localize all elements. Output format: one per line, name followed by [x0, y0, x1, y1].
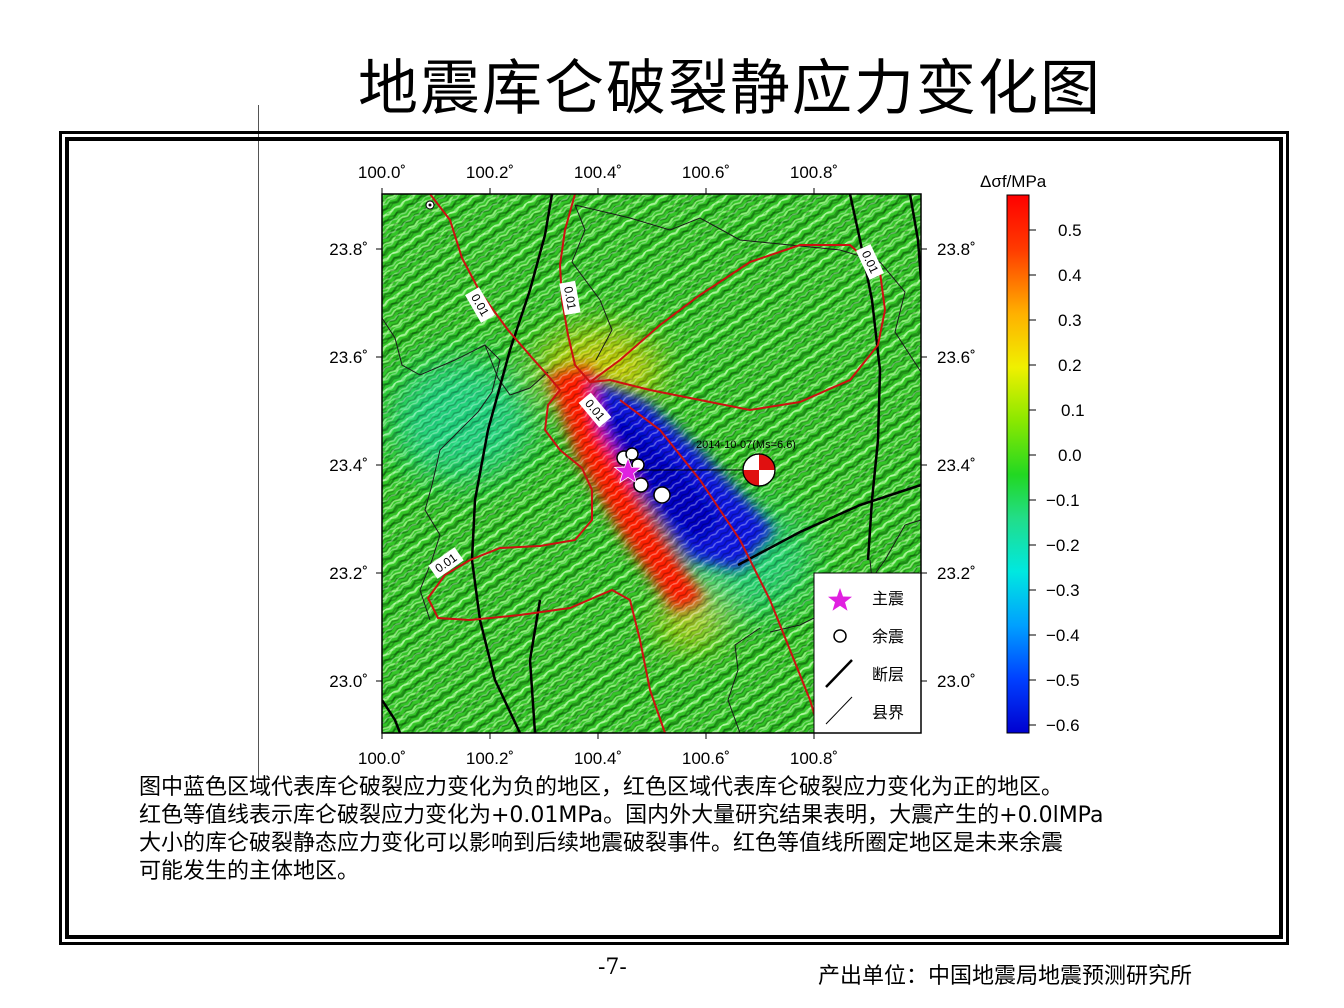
map-border: [381, 193, 922, 734]
lon-label-bottom: 100.2˚: [466, 749, 514, 768]
legend-fault-icon: [825, 659, 853, 688]
colorbar-tick: −0.1: [1046, 491, 1080, 510]
lat-label-left: 23.4˚: [329, 456, 368, 475]
caption-line: 红色等值线表示库仑破裂应力变化为+0.01MPa。国内外大量研究结果表明，大震产…: [139, 803, 1104, 828]
event-label: 2014-10-07(Ms=6.6): [696, 439, 796, 451]
colorbar-tick: 0.1: [1061, 401, 1085, 420]
colorbar-tick: −0.6: [1046, 716, 1080, 735]
lon-label-top: 100.2˚: [466, 163, 514, 182]
svg-text:0.01: 0.01: [561, 285, 579, 311]
beachball: [742, 453, 776, 487]
lat-label-left: 23.8˚: [329, 240, 368, 259]
colorbar-tick: 0.2: [1058, 356, 1082, 375]
lon-label-top: 100.4˚: [574, 163, 622, 182]
inner-frame: [65, 137, 1283, 939]
legend-boundary-icon: [825, 696, 853, 725]
colorbar-title: Δσf/MPa: [980, 172, 1047, 191]
caption: 图中蓝色区域代表库仑破裂应力变化为负的地区，红色区域代表库仑破裂应力变化为正的地…: [139, 774, 1289, 886]
colorbar-tick: 0.4: [1058, 266, 1082, 285]
colorbar: Δσf/MPa 0.5 0.4 0.3 0.2 0.1 0.0 −0.1 −0.…: [980, 172, 1085, 735]
colorbar-tick: 0.0: [1058, 446, 1082, 465]
lon-label-bottom: 100.0˚: [358, 749, 406, 768]
lat-label-right: 23.4˚: [937, 456, 976, 475]
lat-label-left: 23.0˚: [329, 672, 368, 691]
colorbar-tick: −0.5: [1046, 671, 1080, 690]
contour-0-01: [426, 194, 887, 733]
caption-line: 图中蓝色区域代表库仑破裂应力变化为负的地区，红色区域代表库仑破裂应力变化为正的地…: [139, 775, 1064, 800]
stress-field: 0.01 0.01 0.01 0.01 0.01 2014-10-: [382, 194, 921, 733]
lat-label-right: 23.2˚: [937, 564, 976, 583]
lon-label-top: 100.6˚: [682, 163, 730, 182]
axis-ticks: [376, 188, 927, 739]
faults: [382, 194, 921, 733]
lat-label-right: 23.0˚: [937, 672, 976, 691]
map-legend: 主震 余震 断层 县界: [813, 572, 921, 733]
legend-star-icon: [828, 588, 852, 611]
lon-label-bottom: 100.4˚: [574, 749, 622, 768]
outer-frame: [59, 131, 1289, 945]
colorbar-tick: −0.4: [1046, 626, 1080, 645]
page-title: 地震库仑破裂静应力变化图: [358, 54, 1102, 124]
producer-credit: 产出单位：中国地震局地震预测研究所: [818, 964, 1193, 989]
legend-mainshock-label: 主震: [872, 589, 904, 608]
legend-fault-label: 断层: [872, 665, 904, 684]
colorbar-tick: 0.5: [1058, 221, 1082, 240]
lat-label-right: 23.6˚: [937, 348, 976, 367]
lon-label-top: 100.8˚: [790, 163, 838, 182]
legend-aftershock-label: 余震: [872, 627, 904, 646]
page-number: -7-: [598, 955, 627, 980]
caption-line: 大小的库仑破裂静态应力变化可以影响到后续地震破裂事件。红色等值线所圈定地区是未来…: [139, 831, 1064, 856]
lat-label-left: 23.6˚: [329, 348, 368, 367]
legend-boundary-label: 县界: [872, 703, 904, 722]
colorbar-tick: −0.2: [1046, 536, 1080, 555]
margin-rule: [258, 105, 259, 780]
colorbar-tick: −0.3: [1046, 581, 1080, 600]
lon-label-bottom: 100.6˚: [682, 749, 730, 768]
lat-label-right: 23.8˚: [937, 240, 976, 259]
lat-label-left: 23.2˚: [329, 564, 368, 583]
caption-line: 可能发生的主体地区。: [139, 859, 360, 884]
mainshock-star: [613, 456, 643, 484]
lon-label-bottom: 100.8˚: [790, 749, 838, 768]
colorbar-tick: 0.3: [1058, 311, 1082, 330]
lon-label-top: 100.0˚: [358, 163, 406, 182]
legend-circle-icon: [833, 629, 847, 643]
